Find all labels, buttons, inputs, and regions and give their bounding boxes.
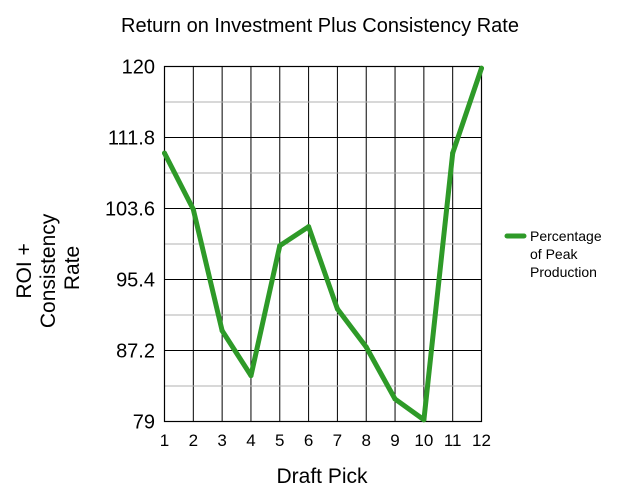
data-point bbox=[190, 206, 196, 212]
x-tick-labels: 1 2 3 4 5 6 7 8 9 10 11 12 bbox=[160, 431, 491, 450]
data-point bbox=[334, 306, 340, 312]
plot-area-border bbox=[163, 65, 483, 423]
data-point bbox=[248, 373, 254, 379]
grid bbox=[164, 66, 482, 422]
chart-title: Return on Investment Plus Consistency Ra… bbox=[121, 15, 519, 37]
legend: Percentage of Peak Production bbox=[504, 228, 606, 280]
data-point bbox=[479, 65, 484, 71]
data-point bbox=[363, 344, 369, 350]
data-point bbox=[306, 224, 312, 230]
x-tick-label: 4 bbox=[246, 431, 255, 450]
x-tick-label: 12 bbox=[472, 431, 491, 450]
y-axis-label-line-2: Consistency bbox=[37, 213, 60, 328]
data-point bbox=[162, 150, 167, 156]
x-tick-label: 5 bbox=[275, 431, 284, 450]
series-layer bbox=[162, 65, 484, 423]
y-tick-label: 103.6 bbox=[105, 199, 155, 221]
x-tick-label: 9 bbox=[390, 431, 399, 450]
data-point bbox=[392, 396, 398, 402]
x-tick-label: 1 bbox=[160, 431, 169, 450]
x-tick-label: 10 bbox=[414, 431, 433, 450]
y-tick-label: 87.2 bbox=[116, 341, 155, 363]
x-tick-label: 11 bbox=[444, 431, 462, 450]
y-tick-labels: 120 111.8 103.6 95.4 87.2 79 bbox=[105, 57, 155, 434]
x-tick-label: 7 bbox=[333, 431, 342, 450]
y-axis-label-line-1: ROI + bbox=[13, 243, 36, 298]
y-axis-label-line-3: Rate bbox=[61, 246, 84, 290]
series-line bbox=[162, 65, 484, 423]
data-point bbox=[277, 243, 283, 249]
y-tick-label: 79 bbox=[133, 412, 155, 434]
y-tick-label: 111.8 bbox=[108, 128, 155, 150]
y-tick-label: 95.4 bbox=[116, 270, 155, 292]
data-point bbox=[421, 417, 427, 423]
legend-label: Percentage of Peak Production bbox=[530, 228, 606, 280]
data-point bbox=[219, 328, 225, 334]
y-tick-label: 120 bbox=[122, 57, 155, 79]
y-axis-label: ROI + Consistency Rate bbox=[13, 208, 84, 328]
legend-label-line-1: Percentage bbox=[530, 228, 602, 244]
x-tick-label: 3 bbox=[217, 431, 226, 450]
x-tick-label: 8 bbox=[361, 431, 370, 450]
legend-label-line-3: Production bbox=[530, 264, 597, 280]
data-point bbox=[450, 150, 456, 156]
x-tick-label: 6 bbox=[304, 431, 313, 450]
x-axis-label: Draft Pick bbox=[276, 465, 368, 488]
x-tick-label: 2 bbox=[189, 431, 198, 450]
legend-label-line-2: of Peak bbox=[530, 246, 578, 262]
